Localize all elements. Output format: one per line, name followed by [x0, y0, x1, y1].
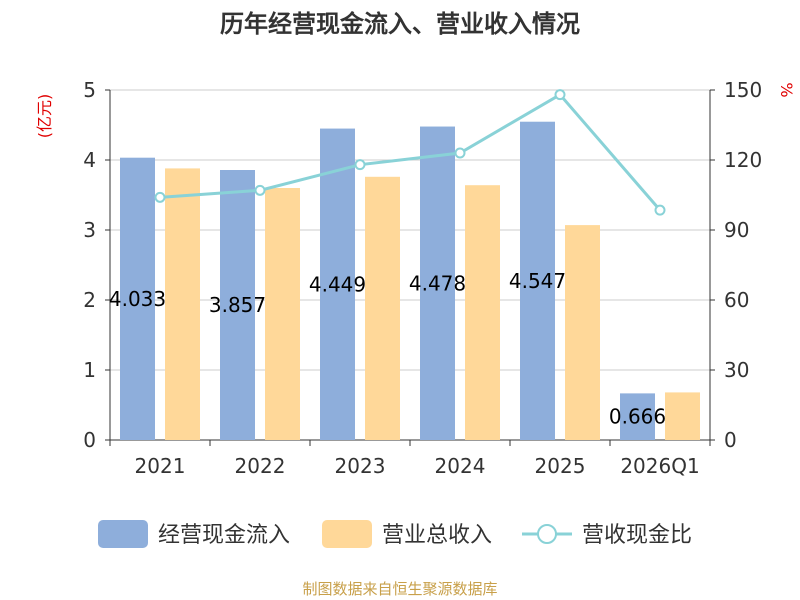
data-labels: 4.033 3.857 4.449 4.478 4.547 0.666 [109, 269, 666, 429]
x-tick-label: 2024 [435, 454, 486, 478]
x-tick-label: 2025 [535, 454, 586, 478]
left-axis-unit: (亿元) [35, 94, 54, 139]
bar-cash-inflow [520, 121, 555, 441]
x-tick-label: 2023 [335, 454, 386, 478]
bar-revenue [565, 225, 600, 440]
bar-revenue [165, 168, 200, 440]
right-tick-label: 0 [724, 428, 737, 452]
line-point [554, 89, 566, 101]
left-tick-label: 1 [83, 358, 96, 382]
left-tick-label: 5 [83, 78, 96, 102]
bar-cash-inflow [320, 128, 355, 440]
legend-label-ratio: 营收现金比 [582, 523, 692, 548]
left-tick-label: 0 [83, 428, 96, 452]
axes: 0 1 2 3 4 5 0 30 60 90 120 150 2021 2022 2023 2024 2025 2… [83, 78, 762, 478]
right-tick-label: 30 [724, 358, 749, 382]
left-tick-label: 2 [83, 288, 96, 312]
data-label: 4.449 [309, 272, 366, 296]
data-label: 0.666 [609, 405, 666, 429]
right-tick-label: 120 [724, 148, 762, 172]
x-tick-label: 2021 [135, 454, 186, 478]
line-point [454, 147, 466, 159]
bar-cash-inflow [220, 170, 255, 440]
data-label: 4.478 [409, 271, 466, 295]
left-tick-label: 4 [83, 148, 96, 172]
chart-title: 历年经营现金流入、营业收入情况 [220, 10, 580, 38]
bars [120, 121, 700, 441]
line-series [154, 89, 666, 216]
left-tick-label: 3 [83, 218, 96, 242]
legend-swatch-cash-inflow [98, 520, 148, 548]
source-note: 制图数据来自恒生聚源数据库 [302, 580, 497, 598]
x-tick-label: 2022 [235, 454, 286, 478]
line-ratio [159, 92, 662, 212]
right-tick-label: 150 [724, 78, 762, 102]
x-tick-label: 2026Q1 [620, 454, 699, 478]
legend-label-revenue: 营业总收入 [382, 523, 492, 548]
data-label: 3.857 [209, 293, 266, 317]
bar-cash-inflow [420, 126, 455, 440]
legend: 经营现金流入 营业总收入 营收现金比 [98, 520, 692, 548]
bar-revenue [665, 392, 700, 440]
right-axis-unit: % [777, 82, 796, 97]
bar-cash-inflow [620, 393, 655, 440]
bar-revenue [465, 185, 500, 440]
line-point [354, 159, 366, 171]
right-tick-label: 90 [724, 218, 749, 242]
grid [110, 89, 710, 371]
line-point [254, 184, 266, 196]
bar-revenue [265, 188, 300, 440]
legend-swatch-revenue [322, 520, 372, 548]
data-label: 4.547 [509, 269, 566, 293]
bar-revenue [365, 176, 400, 441]
right-tick-label: 60 [724, 288, 749, 312]
line-point [154, 191, 166, 203]
bar-cash-inflow [120, 157, 155, 440]
legend-marker-ratio [537, 524, 557, 544]
legend-label-cash-inflow: 经营现金流入 [158, 523, 290, 548]
data-label: 4.033 [109, 287, 166, 311]
line-point [654, 204, 666, 216]
